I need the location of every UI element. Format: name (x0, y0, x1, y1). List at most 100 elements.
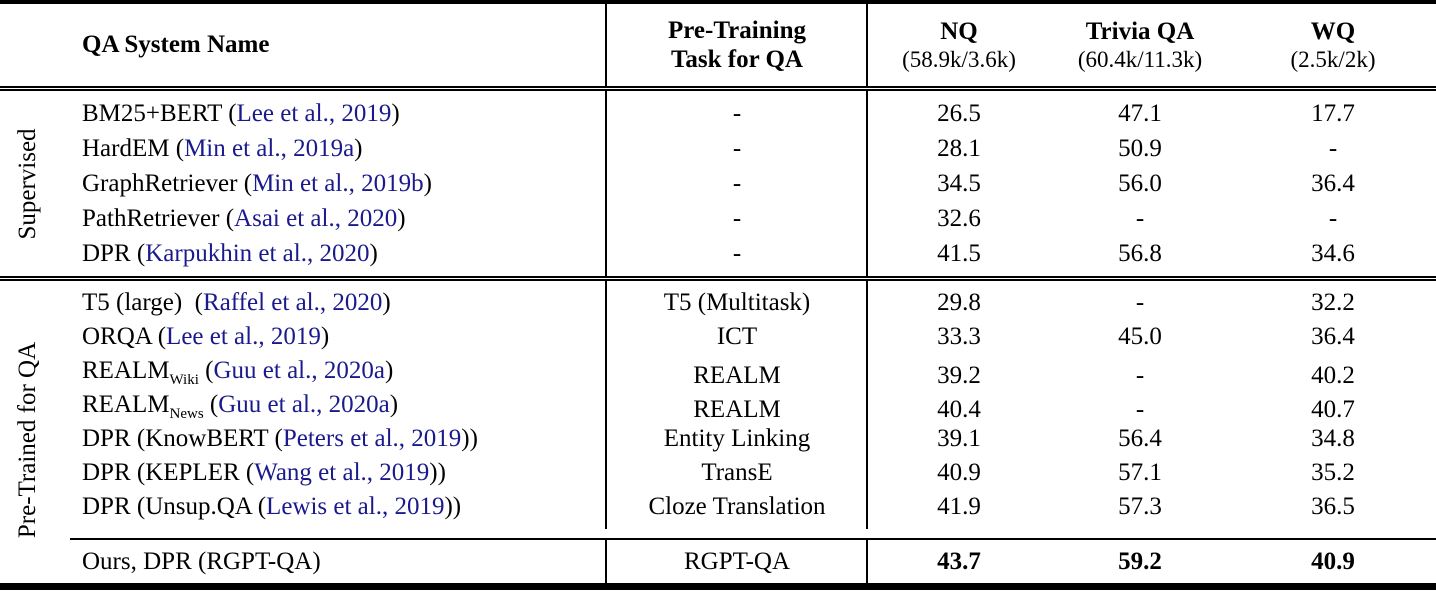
cell-system-name: T5 (large) (Raffel et al., 2020) (0, 286, 606, 320)
cell-wq: 36.5 (1311, 493, 1355, 520)
table-row: PathRetriever (Asai et al., 2020) - 32.6 - - (0, 201, 1436, 236)
cell-pretrain-task: Entity Linking (663, 425, 811, 452)
cell-nq: 40.9 (937, 459, 981, 486)
name-subscript: Wiki (169, 372, 199, 388)
cell-wq: 35.2 (1311, 459, 1355, 486)
citation-link[interactable]: Raffel et al., 2020 (203, 289, 383, 316)
name-text: ) (391, 100, 400, 127)
cell-trivia-qa: 57.3 (1118, 493, 1162, 520)
cell-trivia-qa: - (1135, 205, 1145, 232)
citation-link[interactable]: Karpukhin et al., 2020 (145, 240, 370, 267)
group-pretrained-for-qa: Pre-Trained for QA T5 (large) (Raffel et… (0, 281, 1436, 599)
cell-system-name: PathRetriever (Asai et al., 2020) (0, 201, 606, 236)
column-separator (866, 540, 868, 583)
cell-trivia-qa: 56.8 (1118, 240, 1162, 267)
name-text: ) (384, 357, 394, 384)
cell-trivia-qa: 50.9 (1118, 135, 1162, 162)
column-separator (866, 91, 868, 276)
table-row: DPR (KEPLER (Wang et al., 2019)) TransE 40… (0, 456, 1436, 490)
cell-nq: 32.6 (937, 205, 981, 232)
cell-nq: 40.4 (937, 395, 981, 423)
name-text: ) (423, 170, 432, 197)
cell-nq: 41.5 (937, 240, 981, 267)
column-separator (605, 91, 607, 276)
header-pretrain-task: Pre-Training Task for QA (606, 16, 868, 74)
name-text: ) (320, 323, 330, 350)
cell-pretrain-task: - (732, 205, 742, 232)
cell-pretrain-task: Cloze Translation (648, 493, 826, 520)
cell-pretrain-task: RGPT-QA (683, 548, 791, 575)
cell-pretrain-task: - (732, 135, 742, 162)
citation-link[interactable]: Lewis et al., 2019 (266, 493, 445, 520)
cell-trivia-qa: - (1135, 289, 1145, 316)
cell-wq: - (1328, 205, 1338, 232)
citation-link[interactable]: Lee et al., 2019 (236, 100, 392, 127)
header-nq: NQ (58.9k/3.6k) (868, 17, 1050, 73)
cell-system-name: GraphRetriever (Min et al., 2019b) (0, 166, 606, 201)
name-text: ) (382, 289, 391, 316)
cell-system-name: DPR (Unsup.QA (Lewis et al., 2019)) (0, 490, 606, 524)
citation-link[interactable]: Guu et al., 2020a (218, 391, 390, 418)
column-separator (605, 540, 607, 583)
name-text: T5 (large) ( (82, 289, 204, 316)
table-row: HardEM (Min et al., 2019a) - 28.1 50.9 - (0, 131, 1436, 166)
cell-wq: 36.4 (1311, 323, 1355, 350)
table-row: DPR (KnowBERT (Peters et al., 2019)) Enti… (0, 422, 1436, 456)
cell-system-name: REALMWiki (Guu et al., 2020a) (0, 354, 606, 397)
table-row: REALMWiki (Guu et al., 2020a) REALM 39.2-4… (0, 354, 1436, 389)
table-row: DPR (Unsup.QA (Lewis et al., 2019)) Cloze… (0, 490, 1436, 524)
column-separator (866, 4, 868, 86)
citation-link[interactable]: Lee et al., 2019 (166, 323, 321, 350)
cell-nq: 29.8 (937, 289, 981, 316)
name-text: GraphRetriever ( (82, 170, 253, 197)
column-separator (866, 281, 868, 529)
citation-link[interactable]: Wang et al., 2019 (254, 459, 430, 486)
cell-nq: 43.7 (937, 548, 981, 575)
name-text: DPR (KnowBERT ( (82, 425, 283, 452)
name-text: DPR (KEPLER ( (82, 459, 255, 486)
cell-wq: 40.2 (1311, 361, 1355, 389)
table-row: GraphRetriever (Min et al., 2019b) - 34.5 5… (0, 166, 1436, 201)
name-text: ) (397, 205, 406, 232)
cell-system-name: DPR (KEPLER (Wang et al., 2019)) (0, 456, 606, 490)
cell-nq: 39.2 (937, 361, 981, 389)
name-text: )) (429, 459, 446, 486)
name-text: ) (354, 135, 363, 162)
citation-link[interactable]: Asai et al., 2020 (234, 205, 398, 232)
citation-link[interactable]: Peters et al., 2019 (282, 425, 462, 452)
header-double-rule (0, 86, 1436, 91)
name-text: ( (198, 357, 214, 384)
column-separator (605, 4, 607, 86)
cell-trivia-qa: 59.2 (1118, 548, 1162, 575)
cell-pretrain-task: - (732, 240, 742, 267)
table-row: DPR (Karpukhin et al., 2020) - 41.5 56.8 34.… (0, 236, 1436, 271)
cell-system-name: DPR (Karpukhin et al., 2020) (0, 236, 606, 271)
header-qa-system-name: QA System Name (82, 31, 270, 58)
name-text: REALM (82, 391, 170, 418)
citation-link[interactable]: Min et al., 2019a (184, 135, 355, 162)
citation-link[interactable]: Guu et al., 2020a (213, 357, 385, 384)
header-pretrain-line1: Pre-Training (668, 17, 806, 44)
header-nq-title: NQ (940, 18, 978, 45)
table-header-row: QA System Name Pre-Training Task for QA … (0, 4, 1436, 86)
cell-nq: 26.5 (937, 100, 981, 127)
header-trivia-counts: (60.4k/11.3k) (1077, 47, 1203, 72)
citation-link[interactable]: Min et al., 2019b (252, 170, 424, 197)
cell-pretrain-task: - (732, 170, 742, 197)
cell-system-name: HardEM (Min et al., 2019a) (0, 131, 606, 166)
cell-wq: - (1328, 135, 1338, 162)
cell-trivia-qa: 56.0 (1118, 170, 1162, 197)
name-text: HardEM ( (82, 135, 185, 162)
cell-pretrain-task: - (732, 100, 742, 127)
cell-nq: 33.3 (937, 323, 981, 350)
table-row: REALMNews (Guu et al., 2020a) REALM 40.4-4… (0, 388, 1436, 423)
table-row: T5 (large) (Raffel et al., 2020) T5 (Mult… (0, 286, 1436, 320)
cell-pretrain-task: REALM (693, 395, 781, 423)
header-trivia-title: Trivia QA (1085, 18, 1195, 45)
cell-system-name: REALMNews (Guu et al., 2020a) (0, 388, 606, 431)
name-text: DPR ( (82, 240, 146, 267)
cell-nq: 34.5 (937, 170, 981, 197)
cell-nq: 39.1 (937, 425, 981, 452)
name-text: )) (461, 425, 478, 452)
cell-wq: 34.6 (1311, 240, 1355, 267)
